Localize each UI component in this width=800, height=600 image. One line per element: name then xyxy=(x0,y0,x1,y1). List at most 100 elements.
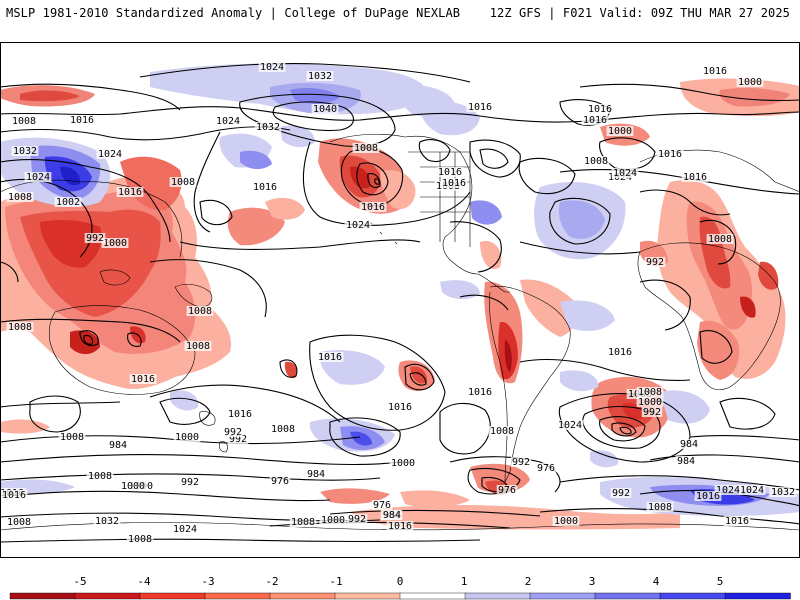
isobar-label-halo xyxy=(701,66,729,76)
isobar-label-halo xyxy=(184,341,212,351)
colorbar-swatch xyxy=(269,592,336,600)
isobar-label-halo xyxy=(606,126,634,136)
isobar-label-halo xyxy=(96,149,124,159)
isobar-label: 992 xyxy=(229,434,247,445)
colorbar-tick-label: 3 xyxy=(589,575,596,588)
isobar-label-halo xyxy=(436,167,464,177)
isobar-label: 1008 xyxy=(708,234,732,245)
isobar-label: 1008 xyxy=(60,432,84,443)
isobar-label-halo xyxy=(254,122,282,132)
isobar-label-halo xyxy=(496,485,518,495)
isobar-label-halo xyxy=(552,516,580,526)
isobar-label: 1016 xyxy=(70,115,94,126)
isobar-label: 1024 xyxy=(716,485,740,496)
isobar-label-halo xyxy=(440,178,468,188)
isobar-label-halo xyxy=(738,485,766,495)
isobar-label-halo xyxy=(24,172,52,182)
isobar-label-halo xyxy=(681,172,709,182)
isobar-label: 1008 xyxy=(186,341,210,352)
isobar-label: 992 xyxy=(612,488,630,499)
isobar-label: 984 xyxy=(307,469,325,480)
isobar-label-halo xyxy=(269,476,291,486)
isobar-label: 1000 xyxy=(554,516,578,527)
isobar-label: 1000 xyxy=(175,432,199,443)
isobar-label: 1024 xyxy=(346,220,370,231)
colorbar-tick-label: 0 xyxy=(397,575,404,588)
isobar-label-halo xyxy=(6,192,34,202)
isobar-label-halo xyxy=(10,116,38,126)
isobar-label: 976 xyxy=(271,476,289,487)
isobar-label-halo xyxy=(186,306,214,316)
isobar-label-halo xyxy=(381,510,403,520)
isobar-label: 1016 xyxy=(658,149,682,160)
isobar-label-halo xyxy=(352,143,380,153)
colorbar-swatch xyxy=(74,592,141,600)
isobar-label-halo xyxy=(126,534,154,544)
isobars xyxy=(0,63,800,543)
isobar-label: 1016 xyxy=(361,202,385,213)
isobar-label: 1040 xyxy=(313,104,337,115)
isobar-label-halo xyxy=(305,469,327,479)
isobar-label-halo xyxy=(173,432,201,442)
isobar-label-halo xyxy=(706,234,734,244)
isobar-label: 1016 xyxy=(725,516,749,527)
isobar-label: 976 xyxy=(498,485,516,496)
isobar-label-halo xyxy=(107,440,129,450)
isobar-label: 1032 xyxy=(256,122,280,133)
isobar-label: 1008 xyxy=(584,156,608,167)
colorbar: -5 -4 -3 -2 -1 0 1 2 3 4 5 xyxy=(9,575,791,600)
isobar-label-halo xyxy=(306,71,334,81)
isobar-label: 992 xyxy=(512,457,530,468)
isobar-label-halo xyxy=(466,387,494,397)
isobar-label: 992 xyxy=(643,407,661,418)
isobar-label-halo xyxy=(581,115,609,125)
isobar-label-halo xyxy=(344,220,372,230)
isobar-label: 1016 xyxy=(588,104,612,115)
colorbar-swatch xyxy=(464,592,531,600)
colorbar-swatch xyxy=(659,592,726,600)
isobar-label-halo xyxy=(386,402,414,412)
isobar-label: 1032 xyxy=(771,487,795,498)
isobar-label: 1016 xyxy=(388,402,412,413)
isobar-label: 1008 xyxy=(638,387,662,398)
isobar-label-halo xyxy=(251,182,279,192)
isobar-label-halo xyxy=(510,457,532,467)
isobar-label: 1024 xyxy=(216,116,240,127)
colorbar-tick-label: -5 xyxy=(73,575,86,588)
isobar-label: 1008 xyxy=(648,502,672,513)
isobar-label-halo xyxy=(466,102,494,112)
isobar-label: 1008 xyxy=(354,143,378,154)
map-title: MSLP 1981-2010 Standardized Anomaly | Co… xyxy=(6,6,461,20)
isobar-label-halo xyxy=(269,424,297,434)
isobar-label: 1016 xyxy=(228,409,252,420)
isobar-label: 1000 xyxy=(103,238,127,249)
isobar-label-halo xyxy=(641,407,663,417)
colorbar-swatch xyxy=(724,592,791,600)
isobar-label-halo xyxy=(119,481,147,491)
isobar-label-halo xyxy=(714,485,742,495)
isobar-label-halo xyxy=(316,352,344,362)
isobar-label-halo xyxy=(586,104,614,114)
isobar-label: 992 xyxy=(86,233,104,244)
colorbar-swatch xyxy=(594,592,661,600)
isobar-label: 1008 xyxy=(271,424,295,435)
isobar-label-halo xyxy=(644,257,666,267)
isobar-label: 1000 xyxy=(391,458,415,469)
isobar-label-halo xyxy=(319,515,347,525)
colorbar-swatch xyxy=(9,592,76,600)
isobar-label: 1016 xyxy=(696,491,720,502)
isobar-label-halo xyxy=(723,516,751,526)
isobar-label: 1032 xyxy=(95,516,119,527)
isobar-label-halo xyxy=(556,420,584,430)
isobar-label-halo xyxy=(116,187,144,197)
isobar-label: 1000 xyxy=(121,481,145,492)
colorbar-tick-label: -3 xyxy=(201,575,214,588)
colorbar-ticks: -5 -4 -3 -2 -1 0 1 2 3 4 5 xyxy=(73,575,723,588)
isobar-label: 1032 xyxy=(308,71,332,82)
colorbar-swatch xyxy=(204,592,271,600)
isobar-label: 1002 xyxy=(56,197,80,208)
isobar-label: 1000 xyxy=(608,126,632,137)
colorbar-tick-label: 1 xyxy=(461,575,468,588)
isobar-label-halo xyxy=(214,116,242,126)
isobar-label: 1008 xyxy=(7,517,31,528)
